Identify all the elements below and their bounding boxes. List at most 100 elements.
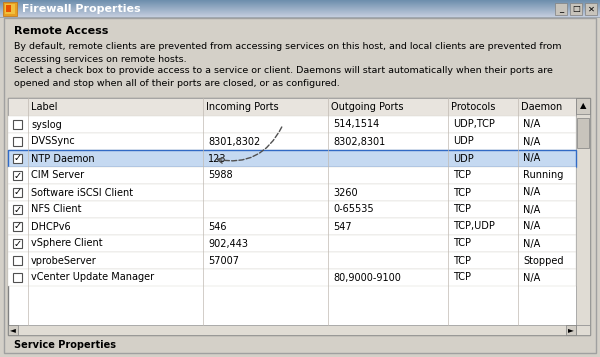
Text: CIM Server: CIM Server [31,171,84,181]
Bar [8,269,576,286]
Text: Service Properties: Service Properties [14,340,116,350]
Bar [0,17,600,18]
Text: ✓: ✓ [13,154,22,164]
Bar [585,3,597,15]
Bar [8,235,576,252]
Bar [5,4,15,14]
Bar [13,171,22,180]
Bar [13,120,22,129]
Text: NTP Daemon: NTP Daemon [31,154,95,164]
Text: By default, remote clients are prevented from accessing services on this host, a: By default, remote clients are prevented… [14,42,562,64]
Text: ✓: ✓ [13,238,22,248]
Text: Protocols: Protocols [451,102,496,112]
Bar [0,8,600,9]
Bar [576,98,590,114]
Bar [570,3,582,15]
Bar [8,116,576,133]
Text: TCP: TCP [453,205,471,215]
Text: Firewall Properties: Firewall Properties [22,4,140,14]
Text: TCP: TCP [453,238,471,248]
Bar [0,11,600,12]
Bar [0,5,600,6]
Text: Outgoing Ports: Outgoing Ports [331,102,404,112]
Text: N/A: N/A [523,187,540,197]
Bar [0,17,600,18]
Bar [577,118,589,148]
Bar [0,12,600,13]
Bar [0,2,600,3]
Text: 0-65535: 0-65535 [333,205,374,215]
Bar [13,256,22,265]
Bar [13,188,22,197]
Text: TCP: TCP [453,187,471,197]
Bar [0,13,600,14]
Text: Label: Label [31,102,58,112]
Text: Running: Running [523,171,563,181]
Bar [8,98,590,335]
Bar [576,98,590,325]
Text: 8301,8302: 8301,8302 [208,136,260,146]
Text: 546: 546 [208,221,227,231]
Text: N/A: N/A [523,272,540,282]
Text: Software iSCSI Client: Software iSCSI Client [31,187,133,197]
Bar [8,184,576,201]
Bar [0,10,600,11]
Bar [8,150,576,167]
Text: 5988: 5988 [208,171,233,181]
Bar [3,2,17,16]
Text: N/A: N/A [523,221,540,231]
Text: Stopped: Stopped [523,256,563,266]
Text: DVSSync: DVSSync [31,136,75,146]
Text: ✓: ✓ [13,221,22,231]
Bar [6,5,11,12]
Text: 57007: 57007 [208,256,239,266]
Bar [13,154,22,163]
Bar [0,7,600,8]
Text: TCP: TCP [453,256,471,266]
Bar [8,325,18,335]
Text: Select a check box to provide access to a service or client. Daemons will start : Select a check box to provide access to … [14,66,553,87]
Text: ▲: ▲ [580,101,586,111]
Text: 123: 123 [208,154,227,164]
Bar [0,16,600,17]
Bar [0,0,600,1]
Bar [13,205,22,214]
Text: TCP,UDP: TCP,UDP [453,221,495,231]
Bar [0,6,600,7]
Bar [566,325,576,335]
Text: 514,1514: 514,1514 [333,120,379,130]
Text: Incoming Ports: Incoming Ports [206,102,278,112]
Text: ✕: ✕ [587,5,595,14]
Text: 547: 547 [333,221,352,231]
Text: ✓: ✓ [13,205,22,215]
Bar [0,9,600,10]
Bar [13,222,22,231]
Text: vCenter Update Manager: vCenter Update Manager [31,272,154,282]
Text: Daemon: Daemon [521,102,562,112]
Text: 8302,8301: 8302,8301 [333,136,385,146]
Text: 902,443: 902,443 [208,238,248,248]
Bar [8,252,576,269]
Bar [13,137,22,146]
Text: N/A: N/A [523,120,540,130]
Text: DHCPv6: DHCPv6 [31,221,71,231]
Bar [8,201,576,218]
Text: UDP: UDP [453,136,474,146]
Text: Remote Access: Remote Access [14,26,109,36]
Text: UDP,TCP: UDP,TCP [453,120,495,130]
Bar [555,3,567,15]
Bar [8,167,576,184]
Bar [0,15,600,16]
Bar [0,4,600,5]
Text: 80,9000-9100: 80,9000-9100 [333,272,401,282]
Bar [8,218,576,235]
Text: ✓: ✓ [13,171,22,181]
Text: N/A: N/A [523,205,540,215]
Bar [8,325,576,335]
Text: ✓: ✓ [13,187,22,197]
Bar [0,1,600,2]
Text: _: _ [559,5,563,14]
Text: TCP: TCP [453,171,471,181]
Text: N/A: N/A [523,136,540,146]
Text: syslog: syslog [31,120,62,130]
